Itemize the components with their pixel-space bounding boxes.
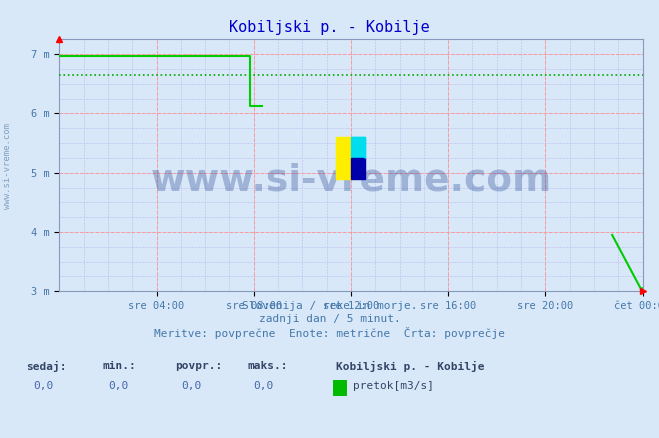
- Text: povpr.:: povpr.:: [175, 361, 222, 371]
- Text: sedaj:: sedaj:: [26, 361, 67, 372]
- Bar: [351, 158, 366, 179]
- Bar: [336, 137, 351, 179]
- Text: Kobiljski p. - Kobilje: Kobiljski p. - Kobilje: [229, 20, 430, 35]
- Text: pretok[m3/s]: pretok[m3/s]: [353, 381, 434, 391]
- Text: www.si-vreme.com: www.si-vreme.com: [150, 162, 552, 198]
- Text: zadnji dan / 5 minut.: zadnji dan / 5 minut.: [258, 314, 401, 324]
- Text: www.si-vreme.com: www.si-vreme.com: [3, 124, 13, 209]
- Bar: [351, 137, 366, 158]
- Text: Meritve: povprečne  Enote: metrične  Črta: povprečje: Meritve: povprečne Enote: metrične Črta:…: [154, 327, 505, 339]
- Text: maks.:: maks.:: [247, 361, 287, 371]
- Polygon shape: [351, 137, 366, 158]
- Text: 0,0: 0,0: [109, 381, 129, 391]
- Text: min.:: min.:: [102, 361, 136, 371]
- Text: 0,0: 0,0: [181, 381, 202, 391]
- Text: Slovenija / reke in morje.: Slovenija / reke in morje.: [242, 301, 417, 311]
- Text: 0,0: 0,0: [254, 381, 274, 391]
- Text: Kobiljski p. - Kobilje: Kobiljski p. - Kobilje: [336, 361, 484, 372]
- Text: 0,0: 0,0: [33, 381, 53, 391]
